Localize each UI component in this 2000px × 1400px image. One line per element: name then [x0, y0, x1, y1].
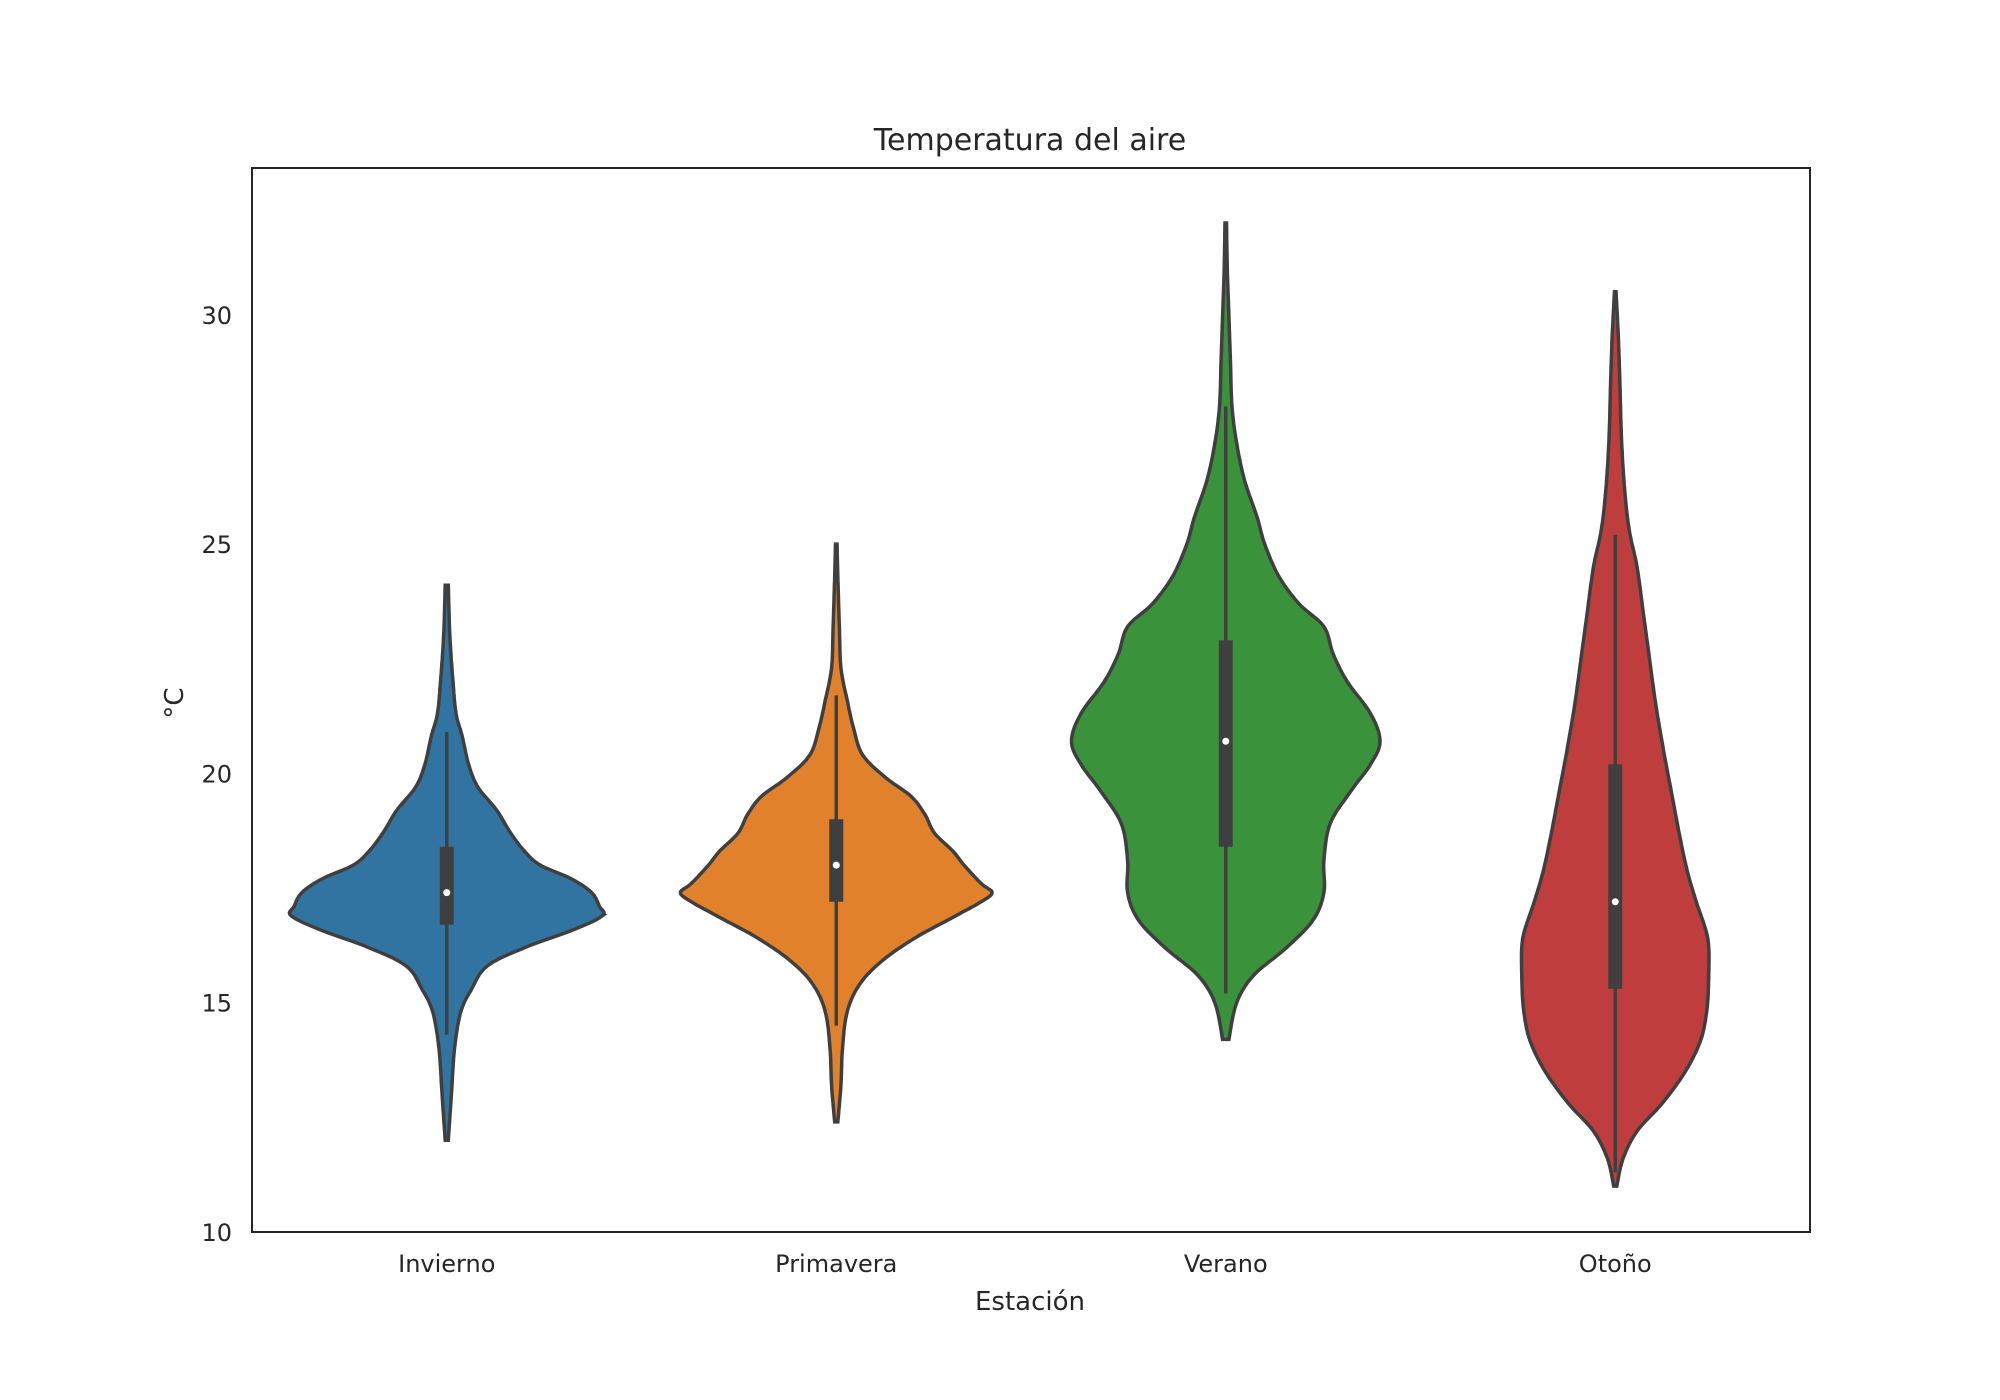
x-tick-label-verano: Verano: [1184, 1250, 1268, 1278]
chart-title: Temperatura del aire: [873, 123, 1186, 158]
x-tick-label-otono: Otoño: [1579, 1250, 1652, 1278]
y-tick-label-20: 20: [201, 760, 232, 788]
x-axis-ticks: Invierno Primavera Verano Otoño: [398, 1250, 1652, 1278]
x-tick-label-invierno: Invierno: [398, 1250, 495, 1278]
y-tick-label-25: 25: [201, 531, 232, 559]
x-axis-label: Estación: [975, 1287, 1085, 1317]
median-point-primavera: [832, 861, 840, 869]
violins-group: [287, 221, 1711, 1188]
y-tick-label-15: 15: [201, 990, 232, 1018]
plot-frame: [251, 167, 1811, 1233]
y-axis-label: °C: [160, 687, 190, 718]
y-tick-label-30: 30: [201, 302, 232, 330]
median-point-otono: [1611, 898, 1619, 906]
y-tick-label-10: 10: [201, 1219, 232, 1247]
x-tick-label-primavera: Primavera: [775, 1250, 897, 1278]
median-point-verano: [1222, 737, 1230, 745]
median-point-invierno: [443, 889, 451, 897]
y-axis-ticks: 10 15 20 25 30: [201, 302, 232, 1247]
